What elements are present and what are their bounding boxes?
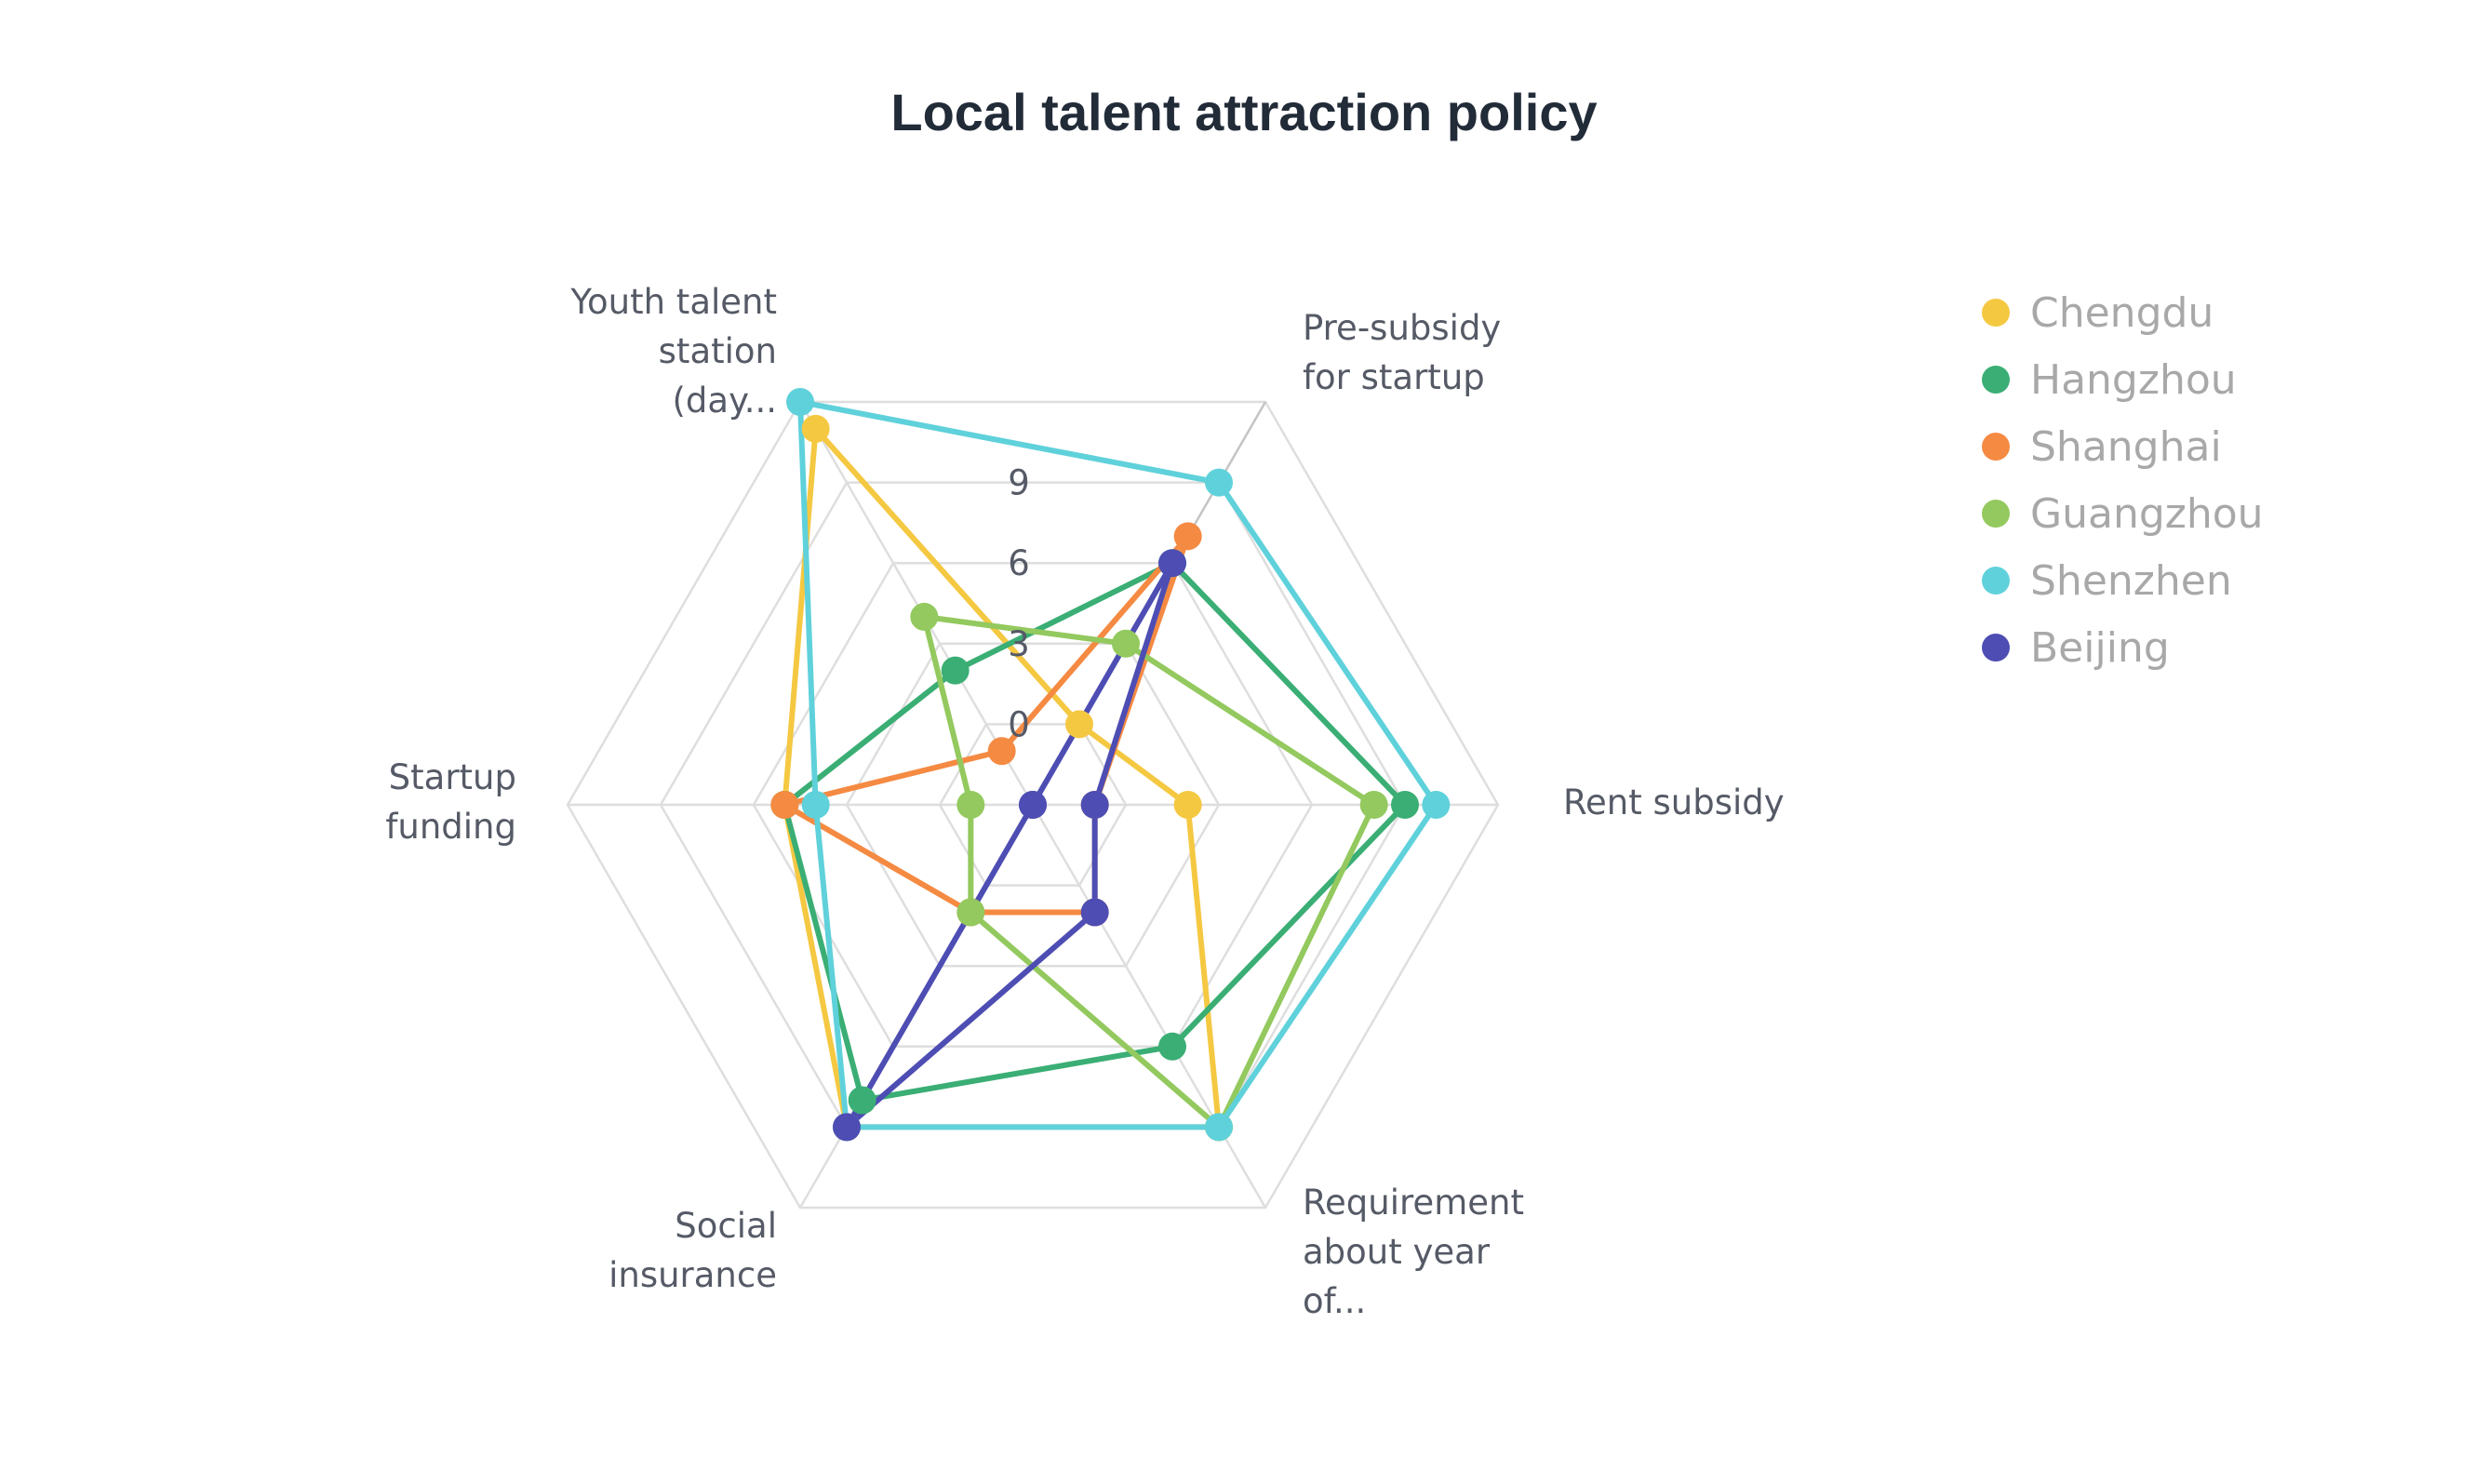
data-point[interactable] — [1112, 629, 1140, 658]
legend-swatch — [1982, 433, 2010, 461]
legend-swatch — [1982, 299, 2010, 327]
axis-label: Social insurance — [609, 1206, 777, 1295]
tick-labels: 0 3 6 9 — [1008, 463, 1030, 745]
axis-label: Youth talent station (day... — [569, 282, 777, 421]
legend-swatch — [1982, 567, 2010, 595]
data-point[interactable] — [1205, 468, 1233, 497]
series-line — [782, 425, 1222, 1130]
series-line — [797, 398, 1439, 1130]
legend-swatch — [1982, 366, 2010, 394]
series-line — [844, 560, 1175, 1130]
axis-label: Startup funding — [385, 757, 516, 847]
data-point[interactable] — [910, 602, 939, 631]
data-point[interactable] — [941, 656, 970, 685]
tick-label: 6 — [1008, 543, 1030, 583]
data-point[interactable] — [956, 791, 985, 819]
legend-item[interactable]: Hangzhou — [1982, 346, 2264, 413]
data-point[interactable] — [1080, 791, 1109, 819]
data-point[interactable] — [1080, 898, 1109, 927]
data-point[interactable] — [801, 791, 830, 819]
data-point[interactable] — [1158, 549, 1186, 578]
legend-label: Shanghai — [2030, 422, 2222, 471]
legend-label: Hangzhou — [2030, 355, 2237, 404]
legend-label: Guangzhou — [2030, 489, 2264, 538]
data-point[interactable] — [1158, 1032, 1186, 1061]
axis-label: Rent subsidy — [1563, 782, 1785, 822]
data-point[interactable] — [1019, 791, 1047, 819]
data-point[interactable] — [801, 414, 830, 443]
data-point[interactable] — [770, 791, 799, 819]
data-point[interactable] — [848, 1086, 876, 1115]
tick-label: 0 — [1008, 704, 1030, 744]
tick-label: 9 — [1008, 463, 1030, 503]
legend-swatch — [1982, 634, 2010, 662]
series-points — [770, 387, 1451, 1142]
data-point[interactable] — [1422, 791, 1451, 819]
data-point[interactable] — [1205, 1113, 1233, 1142]
legend-item[interactable]: Shenzhen — [1982, 547, 2264, 614]
grid-spoke — [1031, 804, 1267, 1209]
legend-swatch — [1982, 500, 2010, 528]
legend-item[interactable]: Guangzhou — [1982, 480, 2264, 547]
tick-label: 3 — [1008, 624, 1030, 664]
series-lines — [782, 398, 1439, 1130]
data-point[interactable] — [1391, 791, 1419, 819]
legend: Chengdu Hangzhou Shanghai Guangzhou Shenzhen… — [1982, 279, 2264, 681]
axis-labels: Pre-subsidy for startup Rent subsidy Requir… — [385, 282, 1784, 1321]
chart-title: Local talent attraction policy — [890, 83, 1598, 141]
legend-label: Chengdu — [2030, 288, 2214, 337]
axis-label: Pre-subsidy for startup — [1303, 308, 1501, 397]
data-point[interactable] — [786, 387, 814, 416]
legend-item[interactable]: Shanghai — [1982, 413, 2264, 480]
grid-spoke — [798, 401, 1035, 806]
data-point[interactable] — [956, 898, 985, 927]
data-point[interactable] — [833, 1113, 861, 1142]
data-point[interactable] — [987, 737, 1016, 766]
legend-item[interactable]: Beijing — [1982, 614, 2264, 681]
legend-label: Shenzhen — [2030, 556, 2232, 605]
data-point[interactable] — [1173, 791, 1202, 819]
data-point[interactable] — [1065, 710, 1093, 739]
data-point[interactable] — [1173, 522, 1202, 551]
data-point[interactable] — [1359, 791, 1388, 819]
legend-item[interactable]: Chengdu — [1982, 279, 2264, 346]
axis-label: Requirement about year of... — [1303, 1183, 1524, 1321]
legend-label: Beijing — [2030, 623, 2170, 672]
